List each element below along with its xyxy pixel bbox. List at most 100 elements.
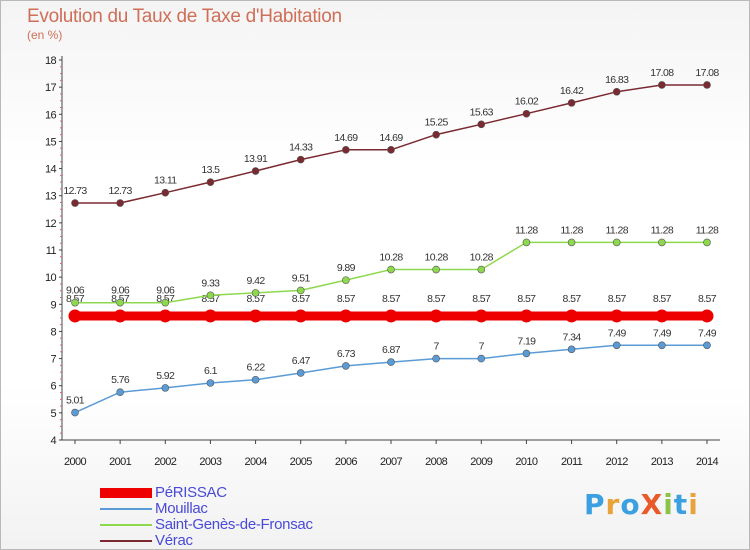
series-0-point (294, 309, 308, 323)
series-2-data-label: 10.28 (425, 252, 449, 264)
series-3-point (342, 146, 350, 154)
series-2-point (71, 298, 79, 307)
logo-letter: P (584, 488, 606, 521)
series-3-point (612, 87, 621, 96)
y-tick-label: 9 (50, 299, 56, 311)
series-2-point (432, 265, 440, 274)
legend-swatch (100, 540, 152, 542)
series-0-data-label: 8.57 (698, 293, 717, 305)
logo-letter: r (605, 488, 621, 521)
y-tick-label: 13 (45, 191, 57, 203)
series-2-point (567, 238, 576, 247)
series-3-data-label: 17.08 (650, 67, 674, 79)
series-2-data-label: 9.51 (292, 272, 311, 284)
series-1-point (296, 369, 305, 377)
series-0-data-label: 8.57 (563, 293, 582, 305)
series-1-data-label: 7.49 (653, 327, 672, 339)
logo-letter: i (688, 488, 699, 521)
series-0-data-label: 8.57 (472, 293, 491, 305)
logo-letter: t (673, 488, 689, 521)
series-3-data-label: 17.08 (695, 67, 719, 79)
series-1-data-label: 6.73 (337, 348, 356, 360)
series-1-point (432, 354, 440, 363)
series-3-point (71, 199, 79, 207)
y-tick-label: 16 (45, 109, 57, 121)
x-tick-label: 2001 (109, 456, 132, 468)
y-tick-label: 5 (50, 408, 56, 420)
series-3-point (251, 167, 260, 175)
y-tick-label: 18 (45, 55, 57, 67)
logo-letter: o (620, 488, 641, 521)
series-1-data-label: 7.34 (563, 331, 582, 343)
series-2-point (658, 238, 666, 247)
series-0-point (384, 309, 398, 323)
x-tick-label: 2011 (561, 456, 583, 468)
series-0-point (203, 309, 217, 323)
series-2-data-label: 11.28 (605, 224, 628, 236)
series-0-point (68, 309, 82, 323)
x-tick-label: 2004 (245, 456, 268, 468)
legend-label: Vérac (155, 532, 193, 549)
series-1-point (387, 358, 395, 366)
proxiti-logo: ProXiti (584, 488, 699, 521)
legend-swatch (100, 508, 152, 510)
series-1-point (477, 354, 486, 363)
series-1-data-label: 6.22 (247, 362, 266, 374)
series-3-data-label: 14.69 (379, 132, 403, 144)
y-tick-label: 17 (45, 82, 57, 94)
series-2-point (296, 286, 305, 295)
series-0-data-label: 8.57 (337, 293, 356, 305)
legend-swatch (100, 524, 152, 526)
series-3-data-label: 15.25 (425, 117, 449, 129)
y-tick-label: 14 (45, 164, 57, 176)
series-2-point (206, 291, 215, 300)
series-3-point (567, 99, 576, 107)
series-1-point (342, 362, 350, 370)
series-1-point (71, 408, 79, 417)
series-2-data-label: 10.28 (470, 252, 494, 264)
x-tick-label: 2014 (696, 456, 719, 468)
series-1-point (206, 379, 215, 387)
series-2-data-label: 11.28 (515, 224, 538, 236)
series-3-data-label: 12.73 (109, 185, 133, 197)
series-1-data-label: 5.92 (156, 370, 175, 382)
series-2-point (703, 238, 711, 247)
series-3-data-label: 16.83 (605, 74, 629, 86)
series-3-point (522, 109, 531, 118)
series-2-data-label: 9.33 (201, 277, 220, 289)
chart-unit: (en %) (27, 28, 63, 42)
x-tick-label: 2006 (335, 456, 358, 468)
y-tick-label: 7 (50, 354, 56, 366)
series-3-point (161, 188, 170, 197)
series-0-point (565, 309, 579, 323)
logo-letter: i (663, 488, 674, 521)
series-3-point (116, 199, 124, 207)
legend-label: Saint-Genès-de-Fronsac (155, 516, 313, 533)
chart-title: Evolution du Taux de Taxe d'Habitation (27, 6, 342, 27)
series-0-data-label: 8.57 (653, 293, 672, 305)
legend-label: PéRISSAC (155, 484, 227, 501)
series-2-data-label: 11.28 (560, 224, 583, 236)
series-3-point (432, 130, 440, 139)
series-3-point (387, 146, 395, 154)
series-0-data-label: 8.57 (247, 293, 266, 305)
series-2-point (161, 298, 170, 307)
series-0-point (113, 309, 127, 323)
series-0-point (158, 309, 172, 323)
x-tick-label: 2007 (380, 456, 403, 468)
series-1-data-label: 6.87 (382, 344, 401, 356)
series-1-data-label: 7 (434, 341, 440, 353)
x-tick-label: 2002 (154, 456, 177, 468)
x-tick-label: 2000 (64, 456, 87, 468)
series-1-data-label: 5.01 (66, 395, 85, 407)
series-0-data-label: 8.57 (608, 293, 627, 305)
series-3-point (206, 178, 215, 186)
series-1-data-label: 7.49 (698, 327, 717, 339)
series-3-data-label: 15.63 (470, 106, 494, 118)
series-0-point (429, 309, 443, 323)
logo-letter: X (640, 488, 664, 521)
series-2-point (612, 238, 621, 247)
series-2-data-label: 11.28 (696, 224, 719, 236)
